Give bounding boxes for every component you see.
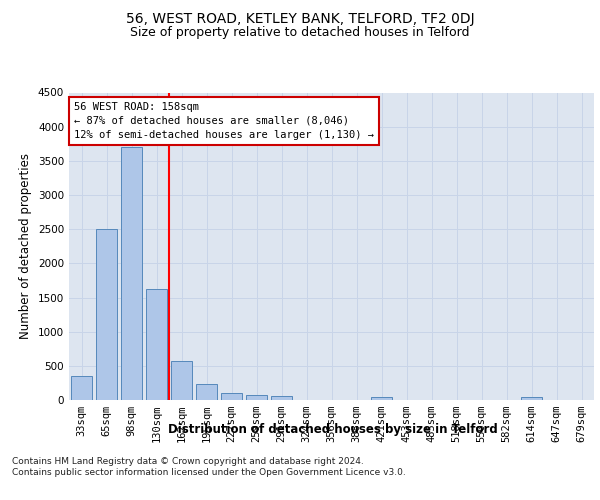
Bar <box>246 395 267 400</box>
Text: Distribution of detached houses by size in Telford: Distribution of detached houses by size … <box>168 422 498 436</box>
Bar <box>171 360 192 400</box>
Bar <box>371 398 392 400</box>
Bar <box>196 384 217 400</box>
Text: Contains HM Land Registry data © Crown copyright and database right 2024.
Contai: Contains HM Land Registry data © Crown c… <box>12 458 406 477</box>
Y-axis label: Number of detached properties: Number of detached properties <box>19 153 32 339</box>
Text: Size of property relative to detached houses in Telford: Size of property relative to detached ho… <box>130 26 470 39</box>
Bar <box>271 396 292 400</box>
Bar <box>121 147 142 400</box>
Text: 56, WEST ROAD, KETLEY BANK, TELFORD, TF2 0DJ: 56, WEST ROAD, KETLEY BANK, TELFORD, TF2… <box>125 12 475 26</box>
Bar <box>146 289 167 400</box>
Bar <box>221 393 242 400</box>
Bar <box>96 229 117 400</box>
Text: 56 WEST ROAD: 158sqm
← 87% of detached houses are smaller (8,046)
12% of semi-de: 56 WEST ROAD: 158sqm ← 87% of detached h… <box>74 102 374 140</box>
Bar <box>521 397 542 400</box>
Bar <box>71 376 92 400</box>
